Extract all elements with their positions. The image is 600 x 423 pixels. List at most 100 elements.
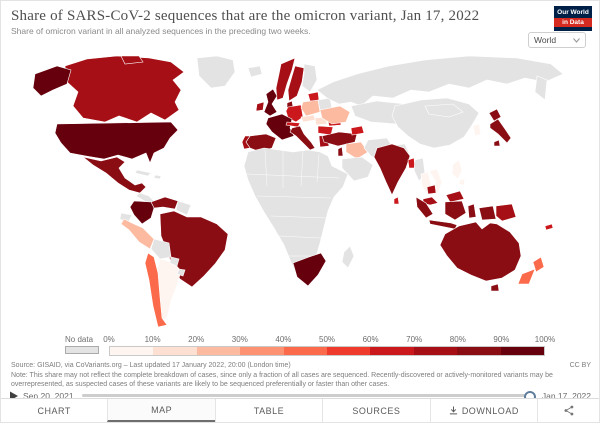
country-venezuela[interactable] [150,196,179,210]
country-canada[interactable] [64,55,185,123]
world-choropleth-map[interactable] [21,54,581,331]
country-ireland[interactable] [255,101,265,112]
country-saudi-arabia[interactable] [341,156,374,182]
country-south-africa[interactable] [292,252,327,287]
license-link[interactable]: CC BY [569,362,591,369]
country-australia[interactable] [439,221,522,282]
country-germany[interactable] [285,104,304,123]
country-japan-hokkaido[interactable] [488,108,502,122]
country-australia-tasmania[interactable] [490,283,500,292]
legend-bin[interactable] [153,347,197,355]
country-cambodia[interactable] [426,184,437,195]
country-vietnam[interactable] [428,168,443,196]
legend-tick: 30% [231,335,248,344]
footnote: Note: This share may not reflect the com… [11,371,553,388]
country-indonesia-kalimantan[interactable] [444,200,467,221]
country-canada-arctic[interactable] [120,55,144,65]
country-turkey[interactable] [321,131,358,147]
owid-logo[interactable]: Our World in Data [554,6,592,31]
country-chile[interactable] [144,252,168,328]
country-caucasus[interactable] [350,125,365,136]
legend-bin[interactable] [413,347,458,355]
country-mexico[interactable] [82,156,147,194]
country-usa[interactable] [54,121,179,164]
legend-bin[interactable] [110,347,154,355]
country-iraq[interactable] [345,141,369,160]
country-russia-kamchatka[interactable] [534,75,548,101]
legend-no-data-swatch[interactable] [65,346,99,354]
country-united-kingdom[interactable] [263,88,278,117]
country-sweden[interactable] [287,65,305,102]
tab-table-label: TABLE [253,405,285,416]
tab-chart[interactable]: CHART [1,399,107,422]
country-mongolia[interactable] [424,103,464,118]
country-new-zealand-south[interactable] [517,268,536,285]
country-japan-honshu[interactable] [489,118,512,144]
country-new-caledonia[interactable] [544,223,554,231]
country-finland[interactable] [301,63,318,93]
country-ukraine[interactable] [319,105,351,125]
legend-bin[interactable] [196,347,241,355]
country-cuba[interactable] [134,169,152,177]
country-indonesia-java[interactable] [428,219,458,230]
country-bolivia[interactable] [150,238,172,260]
tab-download[interactable]: DOWNLOAD [429,399,537,422]
country-france[interactable] [265,113,295,141]
legend-bin[interactable] [500,347,545,355]
tab-sources-label: SOURCES [352,405,401,416]
country-bangladesh[interactable] [407,157,416,169]
legend-tick: 40% [275,335,292,344]
legend-bin[interactable] [327,347,371,355]
play-button[interactable] [9,391,19,401]
country-guyanas[interactable] [175,200,192,216]
source-line: Source: GISAID, via CoVariants.org – Las… [11,362,291,369]
legend-bin[interactable] [457,347,501,355]
country-iceland[interactable] [247,65,263,78]
country-norway[interactable] [275,57,296,101]
legend-bin[interactable] [283,347,328,355]
timeline-end-label: Jan 17, 2022 [541,390,591,401]
country-colombia[interactable] [129,200,155,225]
country-madagascar[interactable] [341,245,355,269]
country-indonesia-west-papua[interactable] [478,205,497,221]
country-philippines-south[interactable] [458,178,466,186]
tab-table[interactable]: TABLE [214,399,322,422]
country-usa-alaska[interactable] [32,65,72,97]
country-malaysia-borneo[interactable] [445,190,465,203]
legend-bin[interactable] [240,347,284,355]
timeline-track[interactable] [81,390,536,403]
country-india[interactable] [373,143,411,196]
country-philippines[interactable] [451,159,463,180]
country-israel[interactable] [337,146,344,157]
owid-logo-line2: in Data [554,18,592,27]
map-legend: No data 0% 10% 20% 30% 40% 50% 60% 70% 8… [65,335,555,356]
country-greenland[interactable] [196,55,236,89]
country-japan-kyushu[interactable] [493,139,501,147]
country-sri-lanka[interactable] [393,196,400,205]
country-portugal[interactable] [241,135,251,150]
region-dropdown[interactable]: World [528,32,586,48]
legend-bin[interactable] [370,347,414,355]
country-hispaniola[interactable] [153,174,162,180]
country-poland[interactable] [300,99,321,117]
legend-tick: 80% [449,335,466,344]
share-button[interactable] [537,399,599,422]
country-south-korea[interactable] [472,123,482,137]
country-indonesia-sumatra[interactable] [415,196,434,219]
country-baltics[interactable] [307,91,320,102]
country-italy[interactable] [289,125,316,151]
share-icon [564,405,573,416]
africa-border-lines [246,149,340,257]
legend-color-scale[interactable] [109,346,545,356]
country-papua-new-guinea[interactable] [495,203,517,222]
tab-map-label: MAP [151,404,173,415]
country-uruguay[interactable] [176,268,186,277]
country-paraguay[interactable] [169,256,180,267]
landmass-africa[interactable] [243,147,349,285]
tab-sources[interactable]: SOURCES [322,399,429,422]
tab-map[interactable]: MAP [107,399,215,422]
country-new-zealand-north[interactable] [532,256,545,273]
country-peru[interactable] [120,218,155,250]
country-indonesia-sulawesi[interactable] [467,203,477,219]
